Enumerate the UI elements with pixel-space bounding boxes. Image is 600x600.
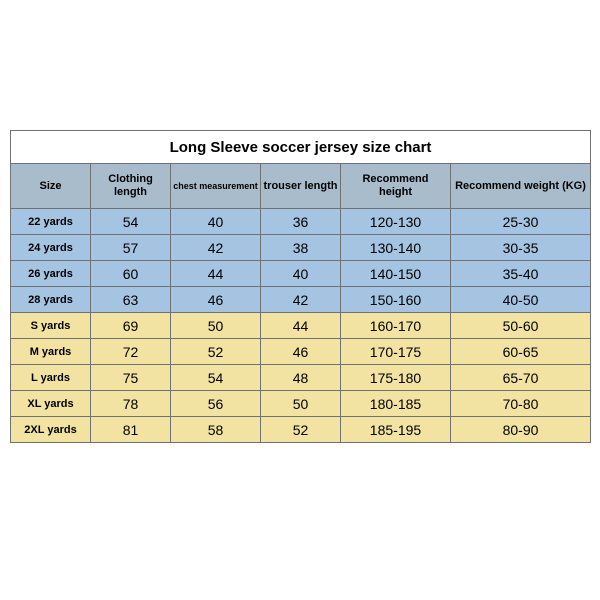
table-row: 26 yards604440140-15035-40	[11, 261, 591, 287]
size-label-cell: 26 yards	[11, 261, 91, 287]
value-cell: 140-150	[341, 261, 451, 287]
value-cell: 185-195	[341, 417, 451, 443]
size-label-cell: S yards	[11, 313, 91, 339]
size-chart-table: Long Sleeve soccer jersey size chart Siz…	[10, 130, 591, 443]
value-cell: 35-40	[451, 261, 591, 287]
value-cell: 46	[171, 287, 261, 313]
value-cell: 80-90	[451, 417, 591, 443]
value-cell: 50-60	[451, 313, 591, 339]
value-cell: 44	[261, 313, 341, 339]
value-cell: 42	[261, 287, 341, 313]
value-cell: 30-35	[451, 235, 591, 261]
table-row: L yards755448175-18065-70	[11, 365, 591, 391]
table-body: 22 yards544036120-13025-3024 yards574238…	[11, 209, 591, 443]
size-label-cell: M yards	[11, 339, 91, 365]
column-header: Clothinglength	[91, 164, 171, 209]
header-line2: height	[379, 186, 412, 198]
column-header: trouser length	[261, 164, 341, 209]
table-row: XL yards785650180-18570-80	[11, 391, 591, 417]
size-label-cell: L yards	[11, 365, 91, 391]
value-cell: 175-180	[341, 365, 451, 391]
value-cell: 78	[91, 391, 171, 417]
value-cell: 130-140	[341, 235, 451, 261]
title-row: Long Sleeve soccer jersey size chart	[11, 131, 591, 164]
table-row: 24 yards574238130-14030-35	[11, 235, 591, 261]
table-row: 2XL yards815852185-19580-90	[11, 417, 591, 443]
value-cell: 72	[91, 339, 171, 365]
value-cell: 38	[261, 235, 341, 261]
value-cell: 50	[261, 391, 341, 417]
header-line1: Clothing	[108, 173, 153, 185]
value-cell: 44	[171, 261, 261, 287]
value-cell: 48	[261, 365, 341, 391]
value-cell: 54	[171, 365, 261, 391]
header-row: SizeClothinglengthchest measurementtrous…	[11, 164, 591, 209]
value-cell: 46	[261, 339, 341, 365]
column-header: Size	[11, 164, 91, 209]
value-cell: 170-175	[341, 339, 451, 365]
table-row: M yards725246170-17560-65	[11, 339, 591, 365]
value-cell: 25-30	[451, 209, 591, 235]
chart-title: Long Sleeve soccer jersey size chart	[11, 131, 591, 164]
value-cell: 160-170	[341, 313, 451, 339]
value-cell: 52	[261, 417, 341, 443]
size-chart-container: Long Sleeve soccer jersey size chart Siz…	[10, 130, 590, 443]
size-label-cell: 28 yards	[11, 287, 91, 313]
value-cell: 70-80	[451, 391, 591, 417]
size-label-cell: 22 yards	[11, 209, 91, 235]
table-row: S yards695044160-17050-60	[11, 313, 591, 339]
value-cell: 58	[171, 417, 261, 443]
value-cell: 56	[171, 391, 261, 417]
value-cell: 36	[261, 209, 341, 235]
column-header: chest measurement	[171, 164, 261, 209]
column-header: Recommendheight	[341, 164, 451, 209]
value-cell: 81	[91, 417, 171, 443]
value-cell: 65-70	[451, 365, 591, 391]
value-cell: 60-65	[451, 339, 591, 365]
value-cell: 50	[171, 313, 261, 339]
header-line2: length	[114, 186, 147, 198]
value-cell: 180-185	[341, 391, 451, 417]
value-cell: 69	[91, 313, 171, 339]
column-header: Recommend weight (KG)	[451, 164, 591, 209]
value-cell: 40-50	[451, 287, 591, 313]
value-cell: 150-160	[341, 287, 451, 313]
size-label-cell: 24 yards	[11, 235, 91, 261]
table-row: 28 yards634642150-16040-50	[11, 287, 591, 313]
header-line1: Recommend	[362, 173, 428, 185]
table-row: 22 yards544036120-13025-30	[11, 209, 591, 235]
value-cell: 60	[91, 261, 171, 287]
size-label-cell: XL yards	[11, 391, 91, 417]
size-label-cell: 2XL yards	[11, 417, 91, 443]
value-cell: 40	[261, 261, 341, 287]
value-cell: 75	[91, 365, 171, 391]
value-cell: 52	[171, 339, 261, 365]
value-cell: 54	[91, 209, 171, 235]
value-cell: 120-130	[341, 209, 451, 235]
value-cell: 40	[171, 209, 261, 235]
value-cell: 57	[91, 235, 171, 261]
value-cell: 63	[91, 287, 171, 313]
value-cell: 42	[171, 235, 261, 261]
